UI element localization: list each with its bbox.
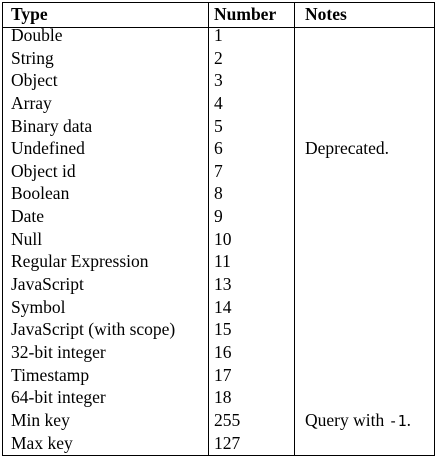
number-cell: 127 xyxy=(214,432,241,453)
table-row: Array 4 xyxy=(3,92,434,115)
number-cell: 14 xyxy=(214,296,232,317)
number-cell: 15 xyxy=(214,319,232,340)
table-row: 64-bit integer 18 xyxy=(3,386,434,409)
number-cell: 16 xyxy=(214,341,232,362)
header-number: Number xyxy=(214,4,277,24)
type-cell: Timestamp xyxy=(11,364,90,385)
table-row: Regular Expression 11 xyxy=(3,250,434,273)
table-row: Double 1 xyxy=(3,24,434,47)
type-cell: Double xyxy=(11,25,63,45)
notes-code: -1 xyxy=(388,411,407,430)
table-row: Min key 255 Query with -1. xyxy=(3,409,434,432)
number-cell: 13 xyxy=(214,274,232,295)
header-divider xyxy=(3,27,434,28)
type-cell: Boolean xyxy=(11,183,70,204)
number-cell: 255 xyxy=(214,409,241,430)
table-row: Timestamp 17 xyxy=(3,364,434,387)
number-cell: 5 xyxy=(214,115,223,136)
type-cell: Date xyxy=(11,206,45,227)
type-cell: Object id xyxy=(11,160,76,181)
header-type: Type xyxy=(11,4,48,24)
table-row: String 2 xyxy=(3,47,434,70)
table-row: JavaScript (with scope) 15 xyxy=(3,318,434,341)
table-row: Binary data 5 xyxy=(3,115,434,138)
number-cell: 11 xyxy=(214,251,231,272)
table-row: Max key 127 xyxy=(3,432,434,455)
number-cell: 6 xyxy=(214,138,223,159)
number-cell: 18 xyxy=(214,387,232,408)
number-cell: 8 xyxy=(214,183,223,204)
table-row: Undefined 6 Deprecated. xyxy=(3,137,434,160)
type-cell: String xyxy=(11,47,54,68)
table-row: 32-bit integer 16 xyxy=(3,341,434,364)
type-cell: Array xyxy=(11,92,52,113)
table-row: Object 3 xyxy=(3,69,434,92)
number-cell: 2 xyxy=(214,47,223,68)
type-cell: Undefined xyxy=(11,138,85,159)
notes-cell: Query with -1. xyxy=(305,409,411,433)
number-cell: 7 xyxy=(214,160,223,181)
notes-text-end: . xyxy=(406,409,412,430)
type-cell: Symbol xyxy=(11,296,66,317)
number-cell: 3 xyxy=(214,70,223,91)
notes-text: Query with xyxy=(305,409,389,430)
table-body: Double 1 String 2 Object 3 Array 4 Binary da… xyxy=(3,24,434,454)
notes-cell: Deprecated. xyxy=(305,138,390,159)
number-cell: 17 xyxy=(214,364,232,385)
number-cell: 1 xyxy=(214,25,223,45)
table-row: Object id 7 xyxy=(3,160,434,183)
table-row: Null 10 xyxy=(3,228,434,251)
type-cell: 64-bit integer xyxy=(11,387,106,408)
table-row: JavaScript 13 xyxy=(3,273,434,296)
type-cell: Min key xyxy=(11,409,70,430)
number-cell: 10 xyxy=(214,228,232,249)
header-notes: Notes xyxy=(305,4,347,24)
table-row: Boolean 8 xyxy=(3,182,434,205)
number-cell: 9 xyxy=(214,206,223,227)
type-cell: JavaScript xyxy=(11,274,84,295)
type-cell: JavaScript (with scope) xyxy=(11,319,176,340)
type-cell: Max key xyxy=(11,432,73,453)
type-cell: 32-bit integer xyxy=(11,341,106,362)
table-row: Date 9 xyxy=(3,205,434,228)
type-cell: Binary data xyxy=(11,115,93,136)
type-cell: Regular Expression xyxy=(11,251,149,272)
table-row: Symbol 14 xyxy=(3,296,434,319)
number-cell: 4 xyxy=(214,92,223,113)
column-divider xyxy=(294,3,295,455)
type-cell: Null xyxy=(11,228,43,249)
type-cell: Object xyxy=(11,70,58,91)
column-divider xyxy=(208,3,209,455)
